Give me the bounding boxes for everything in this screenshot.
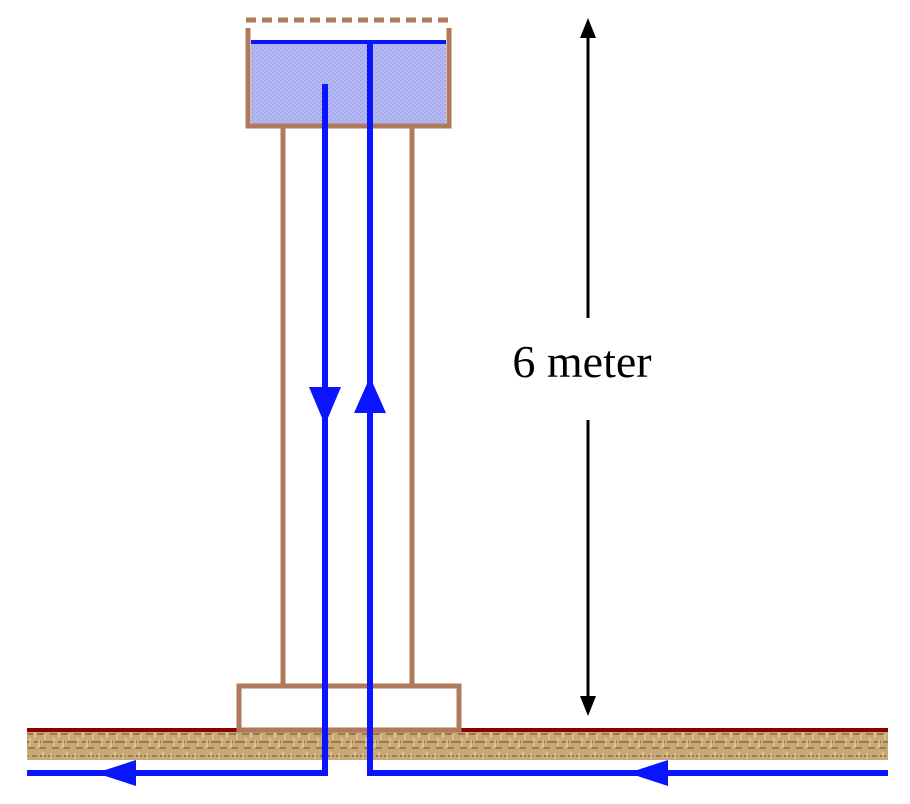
water-tank <box>245 17 452 129</box>
outflow-pipe <box>27 84 341 786</box>
tank-walls <box>245 28 452 129</box>
left-arrow-icon-inflow <box>628 760 668 786</box>
ground <box>27 728 888 760</box>
inflow-pipe <box>354 42 888 786</box>
up-arrow-icon <box>354 377 386 413</box>
dimension-arrow-down-icon <box>580 696 596 716</box>
dimension-arrow-up-icon <box>580 18 596 38</box>
down-arrow-icon <box>309 387 341 425</box>
height-label: 6 meter <box>512 336 651 387</box>
height-dimension: 6 meter <box>512 18 652 716</box>
inflow-pipe-line <box>367 42 888 776</box>
left-arrow-icon <box>96 760 136 786</box>
tower-base <box>236 683 462 733</box>
ground-fill <box>27 730 888 760</box>
tower-legs <box>280 127 415 686</box>
outflow-pipe-line <box>27 84 328 776</box>
tank-water <box>251 42 446 124</box>
